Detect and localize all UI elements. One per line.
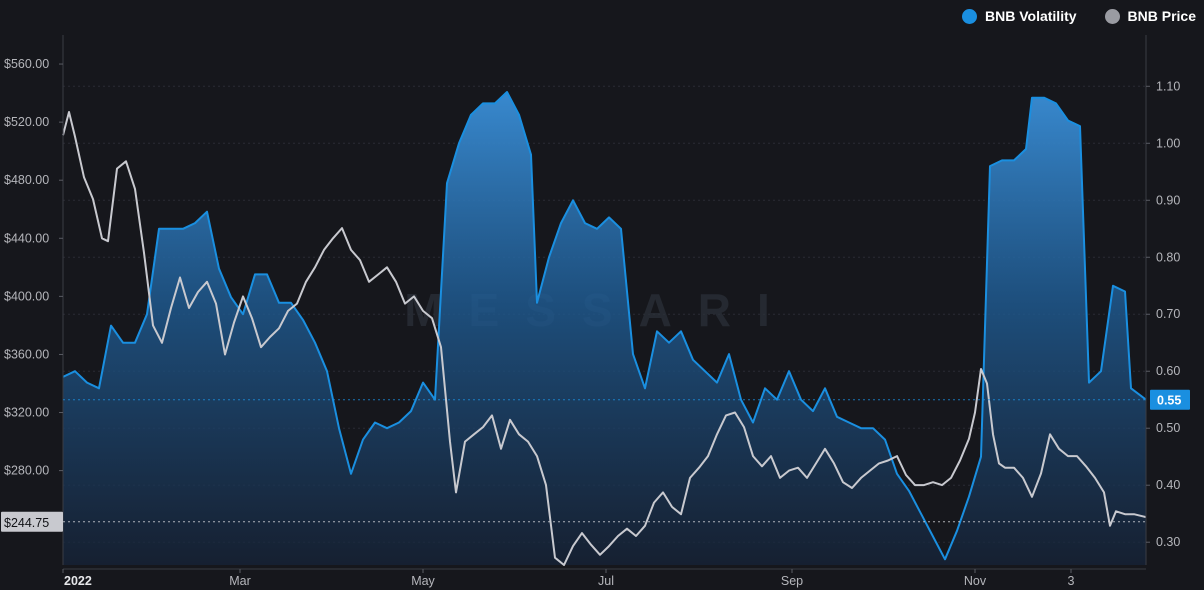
x-tick-label: May [411, 574, 435, 588]
y-right-tick-label: 0.30 [1156, 535, 1180, 549]
series-layer [62, 91, 1147, 566]
y-left-tick-label: $480.00 [4, 173, 49, 187]
y-right-tick-label: 0.70 [1156, 307, 1180, 321]
y-right-tick-label: 1.10 [1156, 79, 1180, 93]
x-tick-label: 2022 [64, 574, 92, 588]
y-left-tick-label: $520.00 [4, 115, 49, 129]
y-left-tick-label: $440.00 [4, 231, 49, 245]
legend-item-volatility[interactable]: BNB Volatility [962, 8, 1077, 24]
legend-label-price: BNB Price [1127, 8, 1196, 24]
y-left-tick-label: $280.00 [4, 464, 49, 478]
current-volatility-badge-label: 0.55 [1157, 394, 1181, 408]
y-right-tick-label: 0.80 [1156, 250, 1180, 264]
y-left-tick-label: $360.00 [4, 347, 49, 361]
y-right-tick-label: 0.60 [1156, 364, 1180, 378]
series-volatility-line [62, 91, 1147, 561]
legend-item-price[interactable]: BNB Price [1104, 8, 1196, 24]
legend-label-volatility: BNB Volatility [985, 8, 1077, 24]
x-tick-label: Jul [598, 574, 614, 588]
x-tick-label: Sep [781, 574, 803, 588]
legend-dot-price-icon [1104, 8, 1120, 24]
series-volatility-area [63, 92, 1146, 565]
current-volatility-badge [1150, 389, 1190, 410]
current-price-badge [1, 511, 63, 532]
y-left-tick-label: $400.00 [4, 289, 49, 303]
current-price-badge-label: $244.75 [4, 516, 49, 530]
y-right-tick-label: 0.40 [1156, 478, 1180, 492]
series-price-line [62, 111, 1147, 566]
y-left-tick-label: $560.00 [4, 57, 49, 71]
y-left-tick-label: $320.00 [4, 406, 49, 420]
x-tick-label: 3 [1068, 574, 1075, 588]
legend-dot-volatility-icon [962, 8, 977, 24]
chart-legend: BNB Volatility BNB Price [962, 8, 1196, 24]
y-right-tick-label: 0.90 [1156, 193, 1180, 207]
y-right-tick-label: 0.50 [1156, 421, 1180, 435]
x-tick-label: Nov [964, 574, 987, 588]
y-right-tick-label: 1.00 [1156, 136, 1180, 150]
x-tick-label: Mar [229, 574, 251, 588]
axis-layer: $560.00 $520.00 $480.00 $440.00 $400.00 $360.… [1, 35, 1190, 588]
